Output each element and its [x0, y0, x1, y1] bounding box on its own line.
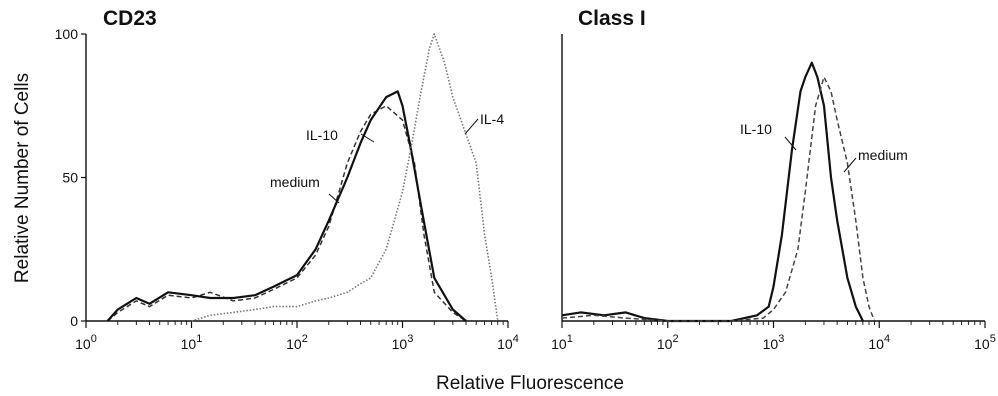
annotation-medium: medium: [858, 147, 908, 163]
series-line-il-10: [106, 90, 467, 322]
x-tick-label: 102: [657, 333, 679, 352]
x-axis-label: Relative Fluorescence: [436, 373, 624, 394]
annotation-medium: medium: [270, 174, 320, 190]
y-axis-label: Relative Number of Cells: [12, 73, 33, 283]
annotation-leader-il-10: [360, 133, 375, 143]
chart-title: CD23: [103, 7, 157, 30]
series-line-il-4: [191, 33, 499, 322]
y-tick-label: 100: [55, 26, 79, 42]
chart-panel-class-i: Class I 101 102 103 104 105 IL-10 medium: [551, 7, 996, 352]
x-tick-label: 105: [974, 333, 996, 352]
x-tick-label: 101: [551, 333, 573, 352]
x-tick-label: 100: [75, 333, 97, 352]
annotation-il-10: IL-10: [740, 121, 772, 137]
annotation-leader-medium: [843, 157, 857, 173]
x-tick-label: 104: [497, 333, 519, 352]
annotation-leader-il-10: [784, 136, 797, 151]
series-line-medium: [561, 76, 876, 322]
annotation-il-4: IL-4: [480, 111, 504, 127]
chart-panel-cd23: CD23 0 50 100 100 101 102 103 104 IL-10 IL-4 medium: [55, 7, 519, 352]
x-tick-label: 102: [286, 333, 308, 352]
y-tick-label: 50: [62, 170, 78, 186]
x-tick-label: 103: [763, 333, 785, 352]
annotation-il-10: IL-10: [306, 127, 338, 143]
y-tick-label: 0: [70, 313, 78, 329]
chart-title: Class I: [578, 7, 646, 30]
series-line-il-10: [561, 61, 864, 323]
x-tick-label: 104: [868, 333, 890, 352]
annotation-leader-il-4: [464, 118, 479, 135]
x-tick-label: 101: [181, 333, 203, 352]
annotation-leader-medium: [328, 193, 340, 204]
x-tick-label: 103: [392, 333, 414, 352]
